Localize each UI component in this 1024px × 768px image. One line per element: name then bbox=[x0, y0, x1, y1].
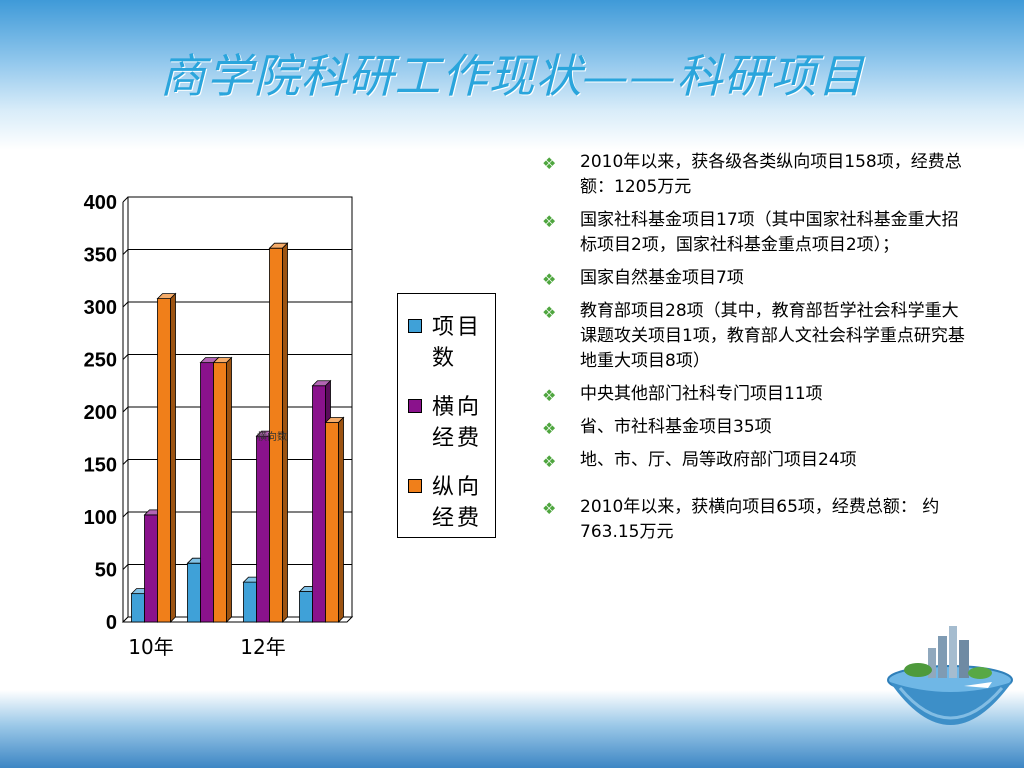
bar-chart: 0 50 100 150 200 250 300 350 400 10年 12年 横向数 bbox=[84, 192, 354, 659]
gridline-side bbox=[122, 301, 129, 308]
bullet-text: 2010年以来，获横向项目65项，经费总额： 约763.15万元 bbox=[580, 497, 940, 542]
y-tick-label: 350 bbox=[84, 245, 117, 267]
gridline-side bbox=[122, 511, 129, 518]
legend-label-horizontal-funding: 横向经费 bbox=[432, 395, 483, 451]
bar-vertical-funding bbox=[157, 298, 171, 623]
slide-title: 商学院科研工作现状——科研项目 bbox=[159, 49, 865, 103]
diamond-bullet-icon: ❖ bbox=[542, 386, 557, 405]
gridline-side bbox=[122, 196, 129, 203]
y-tick-label: 200 bbox=[84, 402, 117, 424]
bullet-item: ❖ 国家自然基金项目7项 bbox=[540, 266, 970, 291]
diamond-bullet-icon: ❖ bbox=[542, 452, 557, 471]
legend-label-vertical-funding: 纵向经费 bbox=[432, 475, 483, 531]
bar-project-count bbox=[299, 591, 313, 623]
legend-label-project-count: 项目数 bbox=[432, 315, 483, 371]
diamond-bullet-icon: ❖ bbox=[542, 419, 557, 438]
bullet-item: ❖ 2010年以来，获各级各类纵向项目158项，经费总额：1205万元 bbox=[540, 150, 970, 200]
chart-annotation: 横向数 bbox=[257, 430, 287, 443]
bar-horizontal-funding bbox=[256, 435, 270, 623]
bullet-text: 中央其他部门社科专门项目11项 bbox=[580, 384, 823, 404]
bullet-text: 省、市社科基金项目35项 bbox=[580, 417, 772, 437]
y-tick-label: 150 bbox=[84, 455, 117, 477]
bar-project-count bbox=[243, 581, 257, 623]
bar-vertical-funding-side bbox=[170, 292, 176, 623]
bullet-list: ❖ 2010年以来，获各级各类纵向项目158项，经费总额：1205万元 ❖ 国家社科… bbox=[540, 150, 970, 553]
diamond-bullet-icon: ❖ bbox=[542, 303, 557, 322]
y-tick-label: 50 bbox=[95, 560, 117, 582]
legend-swatch-vertical-funding bbox=[408, 479, 422, 493]
bar-vertical-funding bbox=[325, 422, 339, 623]
bullet-item: ❖ 2010年以来，获横向项目65项，经费总额： 约763.15万元 bbox=[540, 495, 970, 545]
x-tick-label: 10年 bbox=[128, 635, 173, 659]
bar-vertical-funding bbox=[213, 362, 227, 623]
bullet-item: ❖ 中央其他部门社科专门项目11项 bbox=[540, 382, 970, 407]
bar-project-count bbox=[187, 562, 201, 623]
gridline-side bbox=[122, 249, 129, 255]
bullet-item: ❖ 国家社科基金项目17项（其中国家社科基金重大招标项目2项，国家社科基金重点项目… bbox=[540, 208, 970, 258]
bullet-text: 2010年以来，获各级各类纵向项目158项，经费总额：1205万元 bbox=[580, 152, 962, 197]
globe-city-decoration bbox=[887, 626, 1013, 725]
diamond-bullet-icon: ❖ bbox=[542, 270, 557, 289]
diamond-bullet-icon: ❖ bbox=[542, 212, 557, 231]
bullet-item: ❖ 地、市、厅、局等政府部门项目24项 bbox=[540, 448, 970, 473]
bullet-item: ❖ 省、市社科基金项目35项 bbox=[540, 415, 970, 440]
bullet-text: 地、市、厅、局等政府部门项目24项 bbox=[580, 450, 857, 470]
legend-swatch-project-count bbox=[408, 319, 422, 333]
bar-horizontal-funding bbox=[144, 514, 158, 623]
y-tick-label: 250 bbox=[84, 350, 117, 372]
diamond-bullet-icon: ❖ bbox=[542, 499, 557, 518]
x-tick-label: 12年 bbox=[240, 635, 285, 659]
bullet-text: 国家社科基金项目17项（其中国家社科基金重大招标项目2项，国家社科基金重点项目2… bbox=[580, 210, 959, 255]
gridline-side bbox=[122, 564, 129, 570]
bar-vertical-funding-side bbox=[226, 356, 232, 623]
bar-horizontal-funding bbox=[200, 362, 214, 623]
bullet-item: ❖ 教育部项目28项（其中，教育部哲学社会科学重大课题攻关项目1项，教育部人文社会… bbox=[540, 299, 970, 374]
diamond-bullet-icon: ❖ bbox=[542, 154, 557, 173]
gridline-side bbox=[122, 406, 129, 413]
chart-legend: 项目数 横向经费 纵向经费 bbox=[397, 293, 496, 538]
bar-vertical-funding-side bbox=[282, 242, 288, 623]
y-tick-label: 100 bbox=[84, 507, 117, 529]
bar-vertical-funding-side bbox=[338, 416, 344, 623]
bar-horizontal-funding bbox=[312, 385, 326, 623]
bullet-text: 教育部项目28项（其中，教育部哲学社会科学重大课题攻关项目1项，教育部人文社会科… bbox=[580, 301, 965, 371]
y-tick-label: 0 bbox=[106, 612, 117, 634]
legend-swatch-horizontal-funding bbox=[408, 399, 422, 413]
y-tick-label: 400 bbox=[84, 192, 117, 214]
bar-project-count bbox=[131, 593, 145, 623]
gridline-side bbox=[122, 459, 129, 465]
gridline-side bbox=[122, 354, 129, 360]
bullet-text: 国家自然基金项目7项 bbox=[580, 268, 744, 288]
y-tick-label: 300 bbox=[84, 297, 117, 319]
